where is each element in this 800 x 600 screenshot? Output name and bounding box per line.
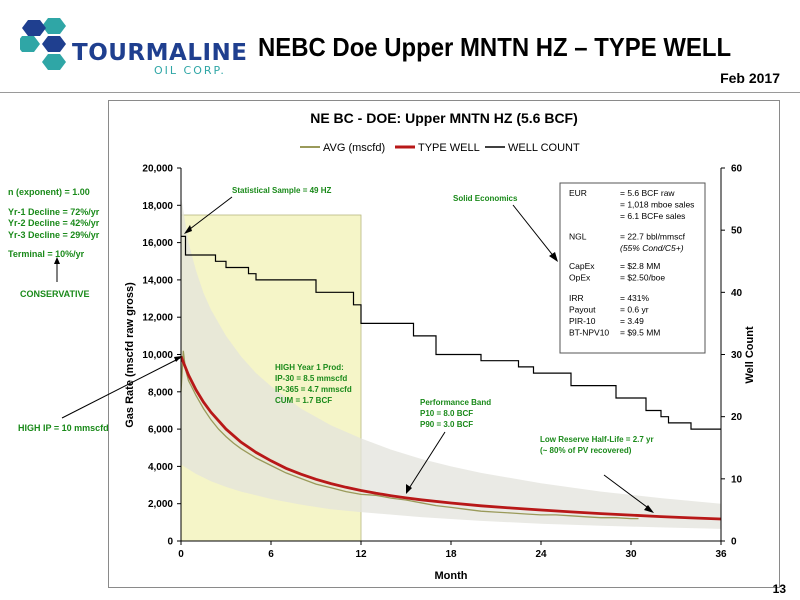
econ-value: = $2.8 MM [620, 261, 660, 271]
perf-band-line-1: Performance Band [420, 398, 491, 407]
high-ip-note: HIGH IP = 10 mmscfd [18, 423, 109, 433]
well-count-line [181, 235, 721, 430]
x-axis-label: Month [435, 570, 468, 582]
y-tick-label: 6,000 [148, 425, 173, 436]
page-number: 13 [772, 582, 786, 596]
econ-value: (55% Cond/C5+) [620, 243, 684, 253]
stat-sample-text: Statistical Sample = 49 HZ [232, 186, 331, 195]
y-tick-label: 8,000 [148, 387, 173, 398]
exponent-note: n (exponent) = 1.00 [8, 187, 90, 197]
y2-tick-label: 20 [731, 412, 743, 423]
decline-yr1-note: Yr-1 Decline = 72%/yr [8, 206, 100, 217]
x-tick-label: 12 [355, 549, 367, 560]
chart-title: NE BC - DOE: Upper MNTN HZ (5.6 BCF) [310, 110, 578, 126]
econ-label: PIR-10 [569, 316, 596, 326]
year1-line-2: IP-30 = 8.5 mmscfd [275, 374, 347, 383]
x-tick-label: 30 [625, 549, 637, 560]
annotation-high-year1: HIGH Year 1 Prod: IP-30 = 8.5 mmscfd IP-… [275, 363, 352, 405]
y-tick-label: 2,000 [148, 499, 173, 510]
x-tick-label: 36 [715, 549, 727, 560]
econ-value: = 1,018 mboe sales [620, 200, 694, 210]
decline-yr2-note: Yr-2 Decline = 42%/yr [8, 218, 100, 228]
avg-line [180, 350, 639, 520]
y2-tick-label: 50 [731, 226, 743, 237]
header-divider [0, 92, 800, 93]
econ-label: NGL [569, 232, 587, 242]
perf-band-line-2: P10 = 8.0 BCF [420, 409, 473, 418]
legend-avg: AVG (mscfd) [323, 142, 385, 154]
half-life-line-1: Low Reserve Half-Life = 2.7 yr [540, 435, 654, 444]
y-axis-label: Gas Rate (mscfd raw gross) [124, 282, 136, 428]
half-life-line-2: (~ 80% of PV recovered) [540, 446, 632, 455]
annotation-half-life: Low Reserve Half-Life = 2.7 yr (~ 80% of… [540, 435, 654, 513]
legend-well-count: WELL COUNT [508, 142, 580, 154]
y-tick-label: 14,000 [142, 275, 173, 286]
y2-tick-label: 40 [731, 288, 743, 299]
chart-frame [108, 100, 780, 588]
econ-label: IRR [569, 293, 584, 303]
decline-notes: n (exponent) = 1.00 Yr-1 Decline = 72%/y… [8, 187, 99, 261]
x-tick-label: 18 [445, 549, 457, 560]
decline-yr3-note: Yr-3 Decline = 29%/yr [8, 229, 100, 240]
slide-date: Feb 2017 [720, 70, 780, 86]
econ-label: EUR [569, 188, 587, 198]
econ-label: CapEx [569, 261, 595, 271]
econ-value: = 6.1 BCFe sales [620, 211, 685, 221]
y-tick-label: 4,000 [148, 462, 173, 473]
y-tick-label: 16,000 [142, 238, 173, 249]
year1-line-4: CUM = 1.7 BCF [275, 396, 332, 405]
econ-value: = $2.50/boe [620, 273, 665, 283]
x-tick-label: 0 [178, 549, 184, 560]
econ-label: Payout [569, 305, 596, 315]
company-name: TOURMALINE [72, 40, 248, 66]
slide-title: NEBC Doe Upper MNTN HZ – TYPE WELL [258, 32, 732, 62]
y-tick-label: 10,000 [142, 350, 173, 361]
annotation-perf-band: Performance Band P10 = 8.0 BCF P90 = 3.0… [406, 398, 491, 494]
econ-value: = 22.7 bbl/mmscf [620, 232, 686, 242]
annotation-solid-econ: Solid Economics [453, 194, 558, 262]
econ-value: = 0.6 yr [620, 305, 649, 315]
tourmaline-logo [20, 18, 66, 70]
annotation-high-ip [54, 257, 182, 419]
econ-label: OpEx [569, 273, 591, 283]
y-tick-label: 18,000 [142, 201, 173, 212]
conservative-note: CONSERVATIVE [20, 289, 90, 299]
year1-line-3: IP-365 = 4.7 mmscfd [275, 385, 352, 394]
year1-line-1: HIGH Year 1 Prod: [275, 363, 344, 372]
y2-tick-label: 10 [731, 474, 743, 485]
chart-legend: AVG (mscfd) TYPE WELL WELL COUNT [300, 142, 580, 154]
legend-type-well: TYPE WELL [418, 142, 480, 154]
econ-value: = $9.5 MM [620, 328, 660, 338]
y2-tick-label: 30 [731, 350, 743, 361]
y2-tick-label: 60 [731, 164, 743, 175]
perf-band-line-3: P90 = 3.0 BCF [420, 420, 473, 429]
y-tick-label: 12,000 [142, 313, 173, 324]
y2-tick-label: 0 [731, 537, 737, 548]
x-tick-label: 24 [535, 549, 547, 560]
performance-band [181, 196, 721, 529]
y-tick-label: 0 [167, 537, 173, 548]
type-well-line [179, 355, 722, 521]
econ-value: = 3.49 [620, 316, 644, 326]
y-tick-label: 20,000 [142, 164, 173, 175]
econ-value: = 5.6 BCF raw [620, 188, 675, 198]
x-tick-label: 6 [268, 549, 274, 560]
terminal-note: Terminal = 10%/yr [8, 249, 85, 259]
econ-value: = 431% [620, 293, 650, 303]
annotation-stat-sample: Statistical Sample = 49 HZ [184, 186, 331, 234]
company-subtitle: OIL CORP. [154, 64, 226, 77]
economics-box: EUR = 5.6 BCF raw = 1,018 mboe sales= 6.1 … [559, 182, 706, 354]
y2-axis-label: Well Count [744, 326, 756, 384]
econ-label: BT-NPV10 [569, 328, 609, 338]
solid-econ-text: Solid Economics [453, 194, 518, 203]
